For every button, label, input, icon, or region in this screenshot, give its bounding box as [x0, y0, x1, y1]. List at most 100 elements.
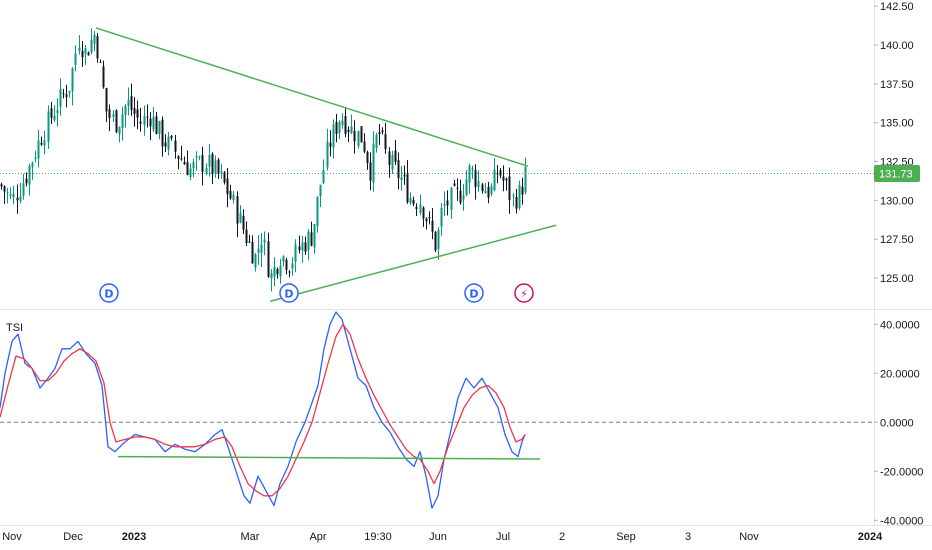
candle-body — [270, 273, 273, 279]
candle-body — [198, 156, 201, 158]
candle-body — [211, 154, 214, 175]
candle-body — [136, 109, 139, 118]
candle-body — [490, 186, 493, 195]
candle-body — [99, 61, 102, 63]
tsi-line[interactable] — [0, 311, 526, 509]
candle-body — [422, 207, 425, 219]
candle-body — [146, 116, 149, 118]
tsi-axis[interactable]: -40.0000 -20.0000 0.0000 20.0000 40.0000 — [874, 319, 923, 527]
svg-text:D: D — [469, 288, 478, 301]
candle-body — [53, 115, 56, 121]
candle-body — [316, 196, 319, 226]
candle-body — [71, 68, 74, 92]
candle-body — [74, 53, 77, 65]
time-tick-label: Nov — [2, 531, 22, 543]
candle-body — [208, 154, 211, 167]
time-axis[interactable]: Nov Dec 2023 Mar Apr 19:30 Jun Jul 2 Sep 3 Nov 2024 — [0, 525, 932, 544]
candle-body — [112, 113, 115, 117]
candle-body — [415, 206, 418, 210]
candle-body — [22, 183, 25, 196]
candle-body — [118, 126, 121, 135]
candle-body — [205, 167, 208, 174]
candle-body — [471, 168, 474, 171]
candle-body — [170, 136, 173, 139]
event-marker-icon[interactable]: ⚡ — [514, 283, 534, 303]
dividend-marker-icon[interactable]: D — [464, 283, 484, 303]
candle-body — [47, 111, 50, 143]
resistance-trendline[interactable] — [95, 27, 529, 167]
tsi-tick-label: -20.0000 — [880, 466, 923, 478]
candle-body — [419, 204, 422, 213]
candle-body — [84, 48, 87, 54]
candle-body — [381, 130, 384, 133]
candle-body — [322, 170, 325, 183]
candle-body — [434, 231, 437, 251]
price-tick-label: 127.50 — [880, 234, 914, 246]
candle-body — [512, 195, 515, 197]
candle-body — [220, 171, 223, 173]
candle-body — [93, 34, 96, 45]
time-tick-label: Dec — [63, 531, 83, 543]
candle-body — [481, 184, 484, 192]
candle-body — [65, 94, 68, 98]
candle-body — [521, 186, 524, 195]
price-pane[interactable]: D D D ⚡ — [0, 27, 874, 303]
candle-body — [155, 116, 158, 135]
candle-body — [378, 132, 381, 135]
support-trendline[interactable] — [269, 224, 557, 303]
price-tick-label: 130.00 — [880, 195, 914, 207]
candle-body — [282, 256, 285, 262]
candle-body — [87, 52, 90, 56]
candle-body — [291, 263, 294, 269]
candle-body — [257, 248, 260, 253]
time-tick-label: 2023 — [122, 531, 146, 543]
price-axis[interactable]: 125.00127.50130.00132.50135.00137.50140.… — [874, 0, 914, 526]
tsi-indicator-label[interactable]: TSI — [6, 322, 23, 334]
candle-body — [335, 121, 338, 135]
candle-body — [462, 195, 465, 200]
tsi-pane[interactable] — [0, 309, 932, 509]
candle-body — [223, 172, 226, 183]
candle-body — [236, 196, 239, 224]
time-tick-label: Sep — [616, 531, 636, 543]
candle-body — [431, 220, 434, 232]
candle-body — [375, 134, 378, 149]
candle-body — [465, 179, 468, 195]
candle-body — [260, 244, 263, 254]
candle-body — [443, 204, 446, 206]
candle-body — [127, 100, 130, 106]
dividend-marker-icon[interactable]: D — [279, 283, 299, 303]
candle-body — [487, 186, 490, 198]
candle-body — [279, 265, 282, 277]
time-tick-label: Mar — [241, 531, 260, 543]
candle-body — [350, 126, 353, 133]
dividend-marker-icon[interactable]: D — [99, 283, 119, 303]
candle-body — [43, 140, 46, 146]
candle-body — [254, 254, 257, 268]
candle-body — [102, 66, 105, 88]
candle-body — [124, 105, 127, 116]
candle-body — [391, 155, 394, 170]
tsi-signal-line[interactable] — [0, 323, 526, 497]
candle-body — [499, 170, 502, 176]
candle-body — [214, 160, 217, 174]
candle-body — [133, 108, 136, 114]
candle-body — [40, 142, 43, 145]
candle-body — [59, 88, 62, 107]
candle-body — [149, 118, 152, 127]
candle-body — [226, 178, 229, 195]
candle-body — [484, 190, 487, 194]
candle-body — [276, 269, 279, 275]
candle-body — [310, 232, 313, 246]
tsi-trendline[interactable] — [117, 455, 541, 460]
candle-body — [239, 212, 242, 223]
candle-body — [440, 208, 443, 227]
candle-body — [245, 229, 248, 244]
candle-body — [332, 124, 335, 148]
candle-body — [366, 151, 369, 164]
candle-body — [108, 109, 111, 119]
candle-body — [56, 110, 59, 114]
candle-body — [388, 151, 391, 165]
